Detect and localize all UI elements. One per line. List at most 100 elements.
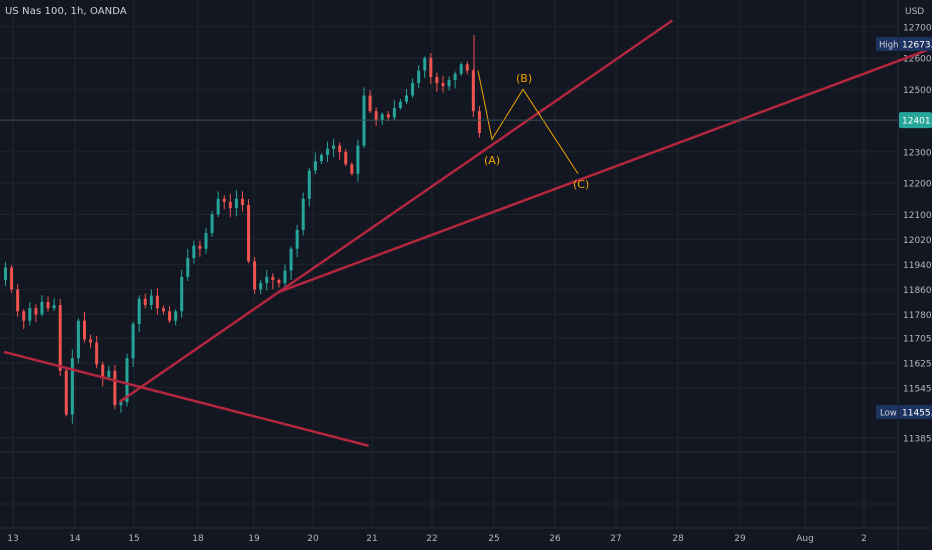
price-tick-label: 12300.0 — [903, 148, 932, 158]
trendline — [118, 19, 674, 404]
candle-body — [180, 276, 184, 312]
candle-body — [204, 233, 208, 249]
candle-body — [137, 298, 141, 324]
price-tick-label: 11625.0 — [903, 359, 932, 369]
low-value-badge — [899, 405, 932, 419]
chart-title: US Nas 100, 1h, OANDA — [5, 6, 127, 17]
candle-body — [271, 276, 275, 281]
candle-body — [40, 301, 44, 315]
candle-body — [4, 267, 7, 281]
candle-body — [380, 114, 384, 121]
high-value-badge — [899, 37, 932, 51]
candle-body — [319, 154, 323, 162]
candle-body — [405, 95, 409, 102]
time-tick-label: 18 — [192, 534, 204, 544]
candle-body — [228, 201, 232, 209]
candle-body — [356, 145, 360, 174]
candle-body — [95, 342, 99, 365]
candle-body — [465, 64, 469, 71]
time-tick-label: 13 — [7, 534, 18, 544]
candle-body — [198, 245, 202, 249]
candle-body — [301, 198, 305, 230]
candle-body — [247, 204, 251, 262]
wave-label: (B) — [516, 72, 532, 85]
candle-body — [386, 114, 390, 118]
candle-body — [453, 73, 457, 80]
candle-body — [289, 248, 293, 271]
time-tick-label: 20 — [307, 534, 319, 544]
candle-body — [283, 270, 287, 284]
price-tick-label: 12100.0 — [903, 211, 932, 221]
candle-body — [471, 70, 475, 112]
time-tick-label: Aug — [796, 534, 814, 544]
candle-body — [161, 308, 165, 312]
trendline — [276, 46, 932, 294]
candle-body — [417, 70, 421, 84]
candle-body — [447, 79, 451, 87]
candle-body — [429, 58, 433, 77]
candle-body — [52, 305, 56, 309]
candle-body — [277, 280, 281, 284]
candle-body — [210, 214, 214, 234]
price-tick-label: 11705.0 — [903, 334, 932, 344]
candle-body — [34, 308, 38, 315]
wave-label: (A) — [484, 154, 500, 167]
price-tick-label: 12700.0 — [903, 23, 932, 33]
current-price-badge — [899, 112, 932, 129]
time-tick-label: 27 — [610, 534, 621, 544]
candle-body — [477, 111, 481, 134]
candle-body — [435, 76, 439, 84]
candle-body — [155, 295, 159, 309]
candle-body — [313, 161, 317, 171]
candle-body — [240, 198, 244, 205]
high-label-badge — [876, 37, 898, 51]
time-tick-label: 25 — [488, 534, 499, 544]
candle-body — [392, 108, 396, 118]
candle-body — [259, 283, 263, 290]
candle-body — [338, 145, 342, 152]
candle-body — [174, 311, 178, 321]
time-tick-label: 2 — [861, 534, 867, 544]
candle-body — [222, 198, 226, 202]
price-tick-label: 12500.0 — [903, 86, 932, 96]
price-tick-label: 11545.0 — [903, 384, 932, 394]
candle-body — [423, 58, 427, 71]
time-tick-label: 19 — [248, 534, 260, 544]
candle-body — [143, 298, 147, 306]
candle-body — [186, 258, 190, 277]
high-label: High — [879, 41, 899, 51]
price-tick-label: 11860.0 — [903, 286, 932, 296]
candle-body — [125, 358, 129, 402]
price-tick-label: 11940.0 — [903, 261, 932, 271]
candle-body — [441, 83, 445, 87]
price-tick-label: 12200.0 — [903, 180, 932, 190]
candle-body — [265, 276, 269, 284]
price-tick-label: 11385.0 — [903, 434, 932, 444]
candle-body — [411, 83, 415, 96]
currency-label: USD — [905, 7, 924, 17]
candle-body — [368, 95, 372, 112]
candle-body — [70, 358, 74, 415]
candle-body — [350, 164, 354, 174]
price-tick-label: 11780.0 — [903, 311, 932, 321]
candle-body — [113, 370, 117, 406]
low-label-badge — [876, 405, 898, 419]
candle-body — [28, 308, 32, 321]
candle-body — [398, 101, 402, 109]
high-value: 12673.4 — [902, 41, 932, 51]
candle-body — [168, 311, 172, 321]
candle-body — [131, 323, 135, 359]
trendline — [3, 350, 369, 447]
time-tick-label: 28 — [672, 534, 684, 544]
current-price-value: 12401.4 — [902, 117, 932, 127]
candle-body — [374, 111, 378, 121]
candle-body — [46, 301, 50, 309]
time-tick-label: 22 — [426, 534, 437, 544]
time-tick-label: 29 — [734, 534, 746, 544]
time-tick-label: 26 — [549, 534, 561, 544]
candle-body — [64, 370, 68, 415]
low-value: 11455.2 — [902, 409, 932, 419]
wave-label: (C) — [573, 178, 589, 191]
candle-body — [344, 151, 348, 165]
